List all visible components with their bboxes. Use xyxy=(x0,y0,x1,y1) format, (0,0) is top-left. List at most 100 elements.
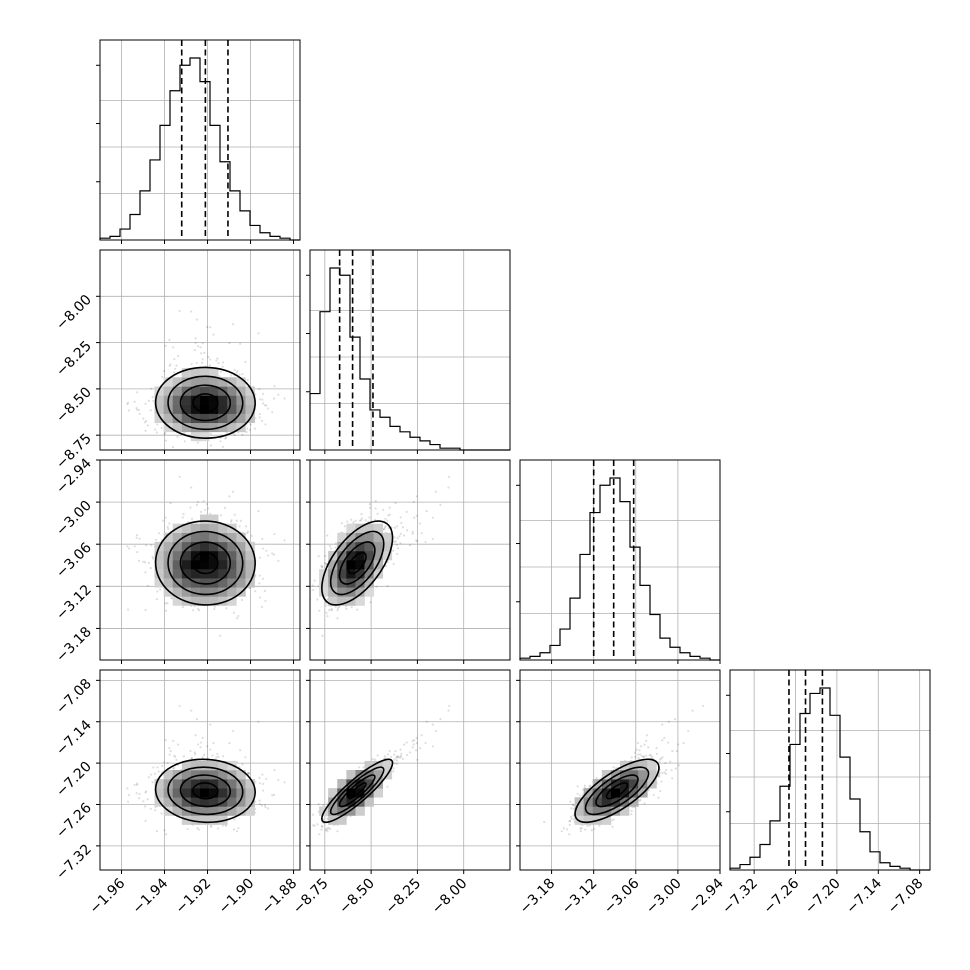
density-cell-0-2-16-12 xyxy=(245,541,255,552)
density-cell-0-1-11-4 xyxy=(200,404,210,414)
sample-point-1-2-108 xyxy=(382,508,385,511)
density-cell-1-2-6-9 xyxy=(364,569,374,579)
sample-point-1-2-2228 xyxy=(352,521,355,524)
sample-point-0-1-378 xyxy=(203,351,206,354)
sample-point-0-3-206 xyxy=(157,770,160,773)
density-cell-0-1-9-4 xyxy=(181,404,192,414)
sample-point-0-3-1462 xyxy=(153,772,157,775)
density-cell-1-2-5-6 xyxy=(355,596,365,606)
sample-point-0-2-1824 xyxy=(181,516,184,519)
sample-point-0-2-1550 xyxy=(154,538,158,541)
sample-point-0-1-66 xyxy=(236,369,239,373)
sample-point-0-1-450 xyxy=(235,371,238,374)
sample-point-0-2-108 xyxy=(203,508,207,511)
contour-1-2-2 xyxy=(329,530,385,596)
x-tick-label-3-4: −7.08 xyxy=(885,876,927,918)
sample-point-1-2-1030 xyxy=(399,532,402,535)
density-cell-0-1-14-6 xyxy=(227,386,237,396)
sample-point-0-2-324 xyxy=(230,520,233,523)
sample-point-0-2-2454 xyxy=(127,547,131,550)
density-cell-0-2-9-7 xyxy=(181,587,192,597)
sample-point-0-1-1608 xyxy=(257,332,260,335)
sample-point-0-2-1926 xyxy=(150,544,153,547)
sample-point-0-2-1120 xyxy=(142,560,145,563)
density-cell-0-1-11-2 xyxy=(200,422,210,433)
density-cell-0-2-13-9 xyxy=(218,569,228,579)
scatter-panel-0-3: −1.96 −1.94 −1.92 −1.90 −1.88−7.32−7.26−7.20… xyxy=(53,669,301,917)
sample-point-0-1-624 xyxy=(216,357,219,360)
panel-frame-0-1 xyxy=(99,249,301,451)
density-cell-0-1-11-7 xyxy=(200,377,210,387)
histogram-panel-1 xyxy=(306,249,511,454)
density-cell-1-2-6-8 xyxy=(364,578,374,588)
sample-point-0-1-1768 xyxy=(239,342,242,345)
sample-point-0-2-0 xyxy=(272,553,276,556)
contour-0-2-2 xyxy=(167,530,244,596)
density-cell-1-2-2-6 xyxy=(328,596,338,606)
sample-point-0-1-1646 xyxy=(168,338,171,341)
sample-point-0-2-270 xyxy=(193,605,196,608)
sample-point-1-2-966 xyxy=(395,543,399,547)
sample-point-0-3-1222 xyxy=(126,787,129,790)
sample-point-0-1-0 xyxy=(272,397,276,400)
sample-point-1-2-1906 xyxy=(411,532,414,535)
density-cell-0-2-10-10 xyxy=(190,560,201,570)
panel-frame-0-0 xyxy=(99,39,301,241)
density-cell-0-2-11-10 xyxy=(200,560,210,570)
sample-point-0-1-966 xyxy=(217,361,220,365)
sample-point-0-2-1064 xyxy=(191,609,195,612)
sample-point-0-3-1164 xyxy=(260,804,264,807)
sample-point-1-2-742 xyxy=(431,537,434,541)
density-cell-0-1-9-3 xyxy=(181,413,192,424)
density-cell-0-1-15-5 xyxy=(236,395,246,405)
sample-point-0-1-1002 xyxy=(212,333,215,336)
density-cell-0-1-9-5 xyxy=(181,395,192,405)
sample-point-0-2-1846 xyxy=(155,598,158,601)
sample-point-0-2-424 xyxy=(197,607,200,610)
density-cell-0-1-7-3 xyxy=(163,413,174,424)
sample-point-0-3-1240 xyxy=(193,753,197,756)
sample-point-0-3-628 xyxy=(267,807,270,810)
sample-point-0-1-1268 xyxy=(201,361,204,364)
density-cell-0-1-11-5 xyxy=(200,395,210,405)
sample-point-0-2-1086 xyxy=(205,503,209,506)
sample-point-0-2-1402 xyxy=(223,506,226,509)
sample-point-0-3-1182 xyxy=(135,792,138,795)
density-cell-0-2-16-11 xyxy=(245,550,255,561)
density-cell-0-2-16-9 xyxy=(245,569,255,579)
sample-point-0-3-536 xyxy=(144,791,147,794)
density-cell-0-2-9-8 xyxy=(181,578,192,588)
density-cell-0-1-11-3 xyxy=(200,413,210,424)
sample-point-1-2-792 xyxy=(330,608,333,611)
sample-point-0-1-1026 xyxy=(190,310,193,313)
sample-point-0-2-792 xyxy=(213,608,216,611)
sample-point-1-2-1324 xyxy=(384,564,387,568)
sample-point-0-2-2090 xyxy=(219,514,223,517)
density-cell-1-2-2-8 xyxy=(328,578,338,588)
density-cell-0-2-11-7 xyxy=(200,587,210,597)
sample-point-1-2-380 xyxy=(383,526,387,529)
sample-point-0-3-1214 xyxy=(216,827,220,830)
density-cell-0-2-7-13 xyxy=(163,532,174,543)
sample-point-0-2-316 xyxy=(258,556,262,559)
sample-point-0-3-624 xyxy=(216,752,219,755)
x-tick-label-3-0: −7.32 xyxy=(719,876,761,918)
density-cell-0-1-9-2 xyxy=(181,422,192,433)
sample-point-0-1-1038 xyxy=(221,445,225,448)
sample-point-1-2-460 xyxy=(387,526,390,530)
sample-point-1-2-1964 xyxy=(323,561,326,565)
density-cell-1-2-4-13 xyxy=(346,532,356,543)
sample-point-0-2-1540 xyxy=(262,547,265,550)
y-tick-label-2-1: −3.12 xyxy=(53,582,95,624)
sample-point-0-2-228 xyxy=(258,596,261,599)
sample-point-0-2-628 xyxy=(267,554,270,557)
sample-point-0-2-6 xyxy=(213,605,216,608)
sample-point-0-1-1572 xyxy=(199,346,202,349)
sample-point-1-2-826 xyxy=(396,537,399,540)
density-cell-0-2-15-12 xyxy=(236,541,246,552)
sample-point-0-2-474 xyxy=(143,561,147,564)
density-cell-1-2-3-12 xyxy=(337,541,347,552)
sample-point-0-1-148 xyxy=(273,385,276,388)
density-cell-1-2-7-14 xyxy=(373,523,384,534)
sample-point-0-1-1926 xyxy=(150,387,153,390)
